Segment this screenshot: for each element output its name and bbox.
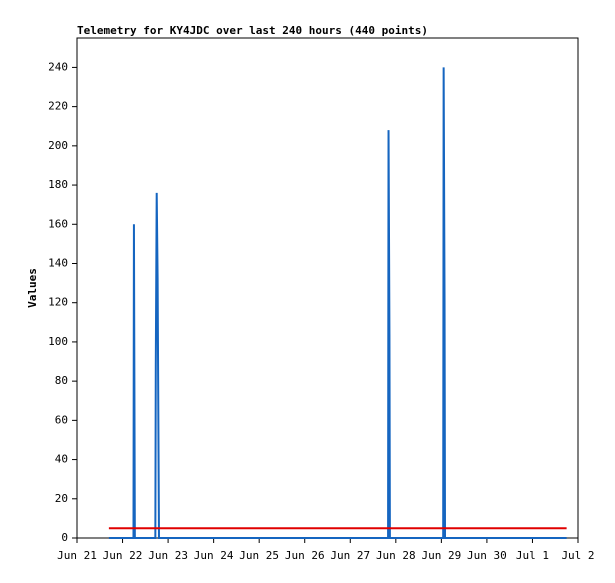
y-tick-label: 200 (48, 139, 68, 152)
y-tick-label: 120 (48, 296, 68, 309)
x-tick-label: Jun 26 (285, 549, 325, 562)
x-tick-label: Jun 21 (57, 549, 97, 562)
x-tick-label: Jul 2 (561, 549, 594, 562)
x-tick-label: Jun 27 (330, 549, 370, 562)
plot-frame (76, 37, 579, 539)
y-tick-label: 220 (48, 100, 68, 113)
y-tick-label: 40 (55, 453, 68, 466)
x-tick-label: Jun 24 (194, 549, 234, 562)
x-tick-label: Jun 22 (103, 549, 143, 562)
chart-title: Telemetry for KY4JDC over last 240 hours… (77, 24, 428, 37)
y-tick-label: 240 (48, 60, 68, 73)
x-tick-label: Jun 28 (376, 549, 416, 562)
y-tick-label: 140 (48, 256, 68, 269)
x-tick-label: Jun 29 (421, 549, 461, 562)
y-tick-label: 0 (61, 531, 68, 544)
y-tick-label: 100 (48, 335, 68, 348)
x-tick-label: Jun 25 (239, 549, 279, 562)
x-tick-label: Jul 1 (516, 549, 549, 562)
y-tick-label: 160 (48, 217, 68, 230)
y-tick-label: 180 (48, 178, 68, 191)
x-tick-label: Jun 30 (467, 549, 507, 562)
y-axis-label: Values (26, 268, 39, 308)
x-tick-label: Jun 23 (148, 549, 188, 562)
y-tick-label: 60 (55, 413, 68, 426)
y-tick-label: 80 (55, 374, 68, 387)
y-tick-label: 20 (55, 492, 68, 505)
series-line (108, 67, 567, 539)
